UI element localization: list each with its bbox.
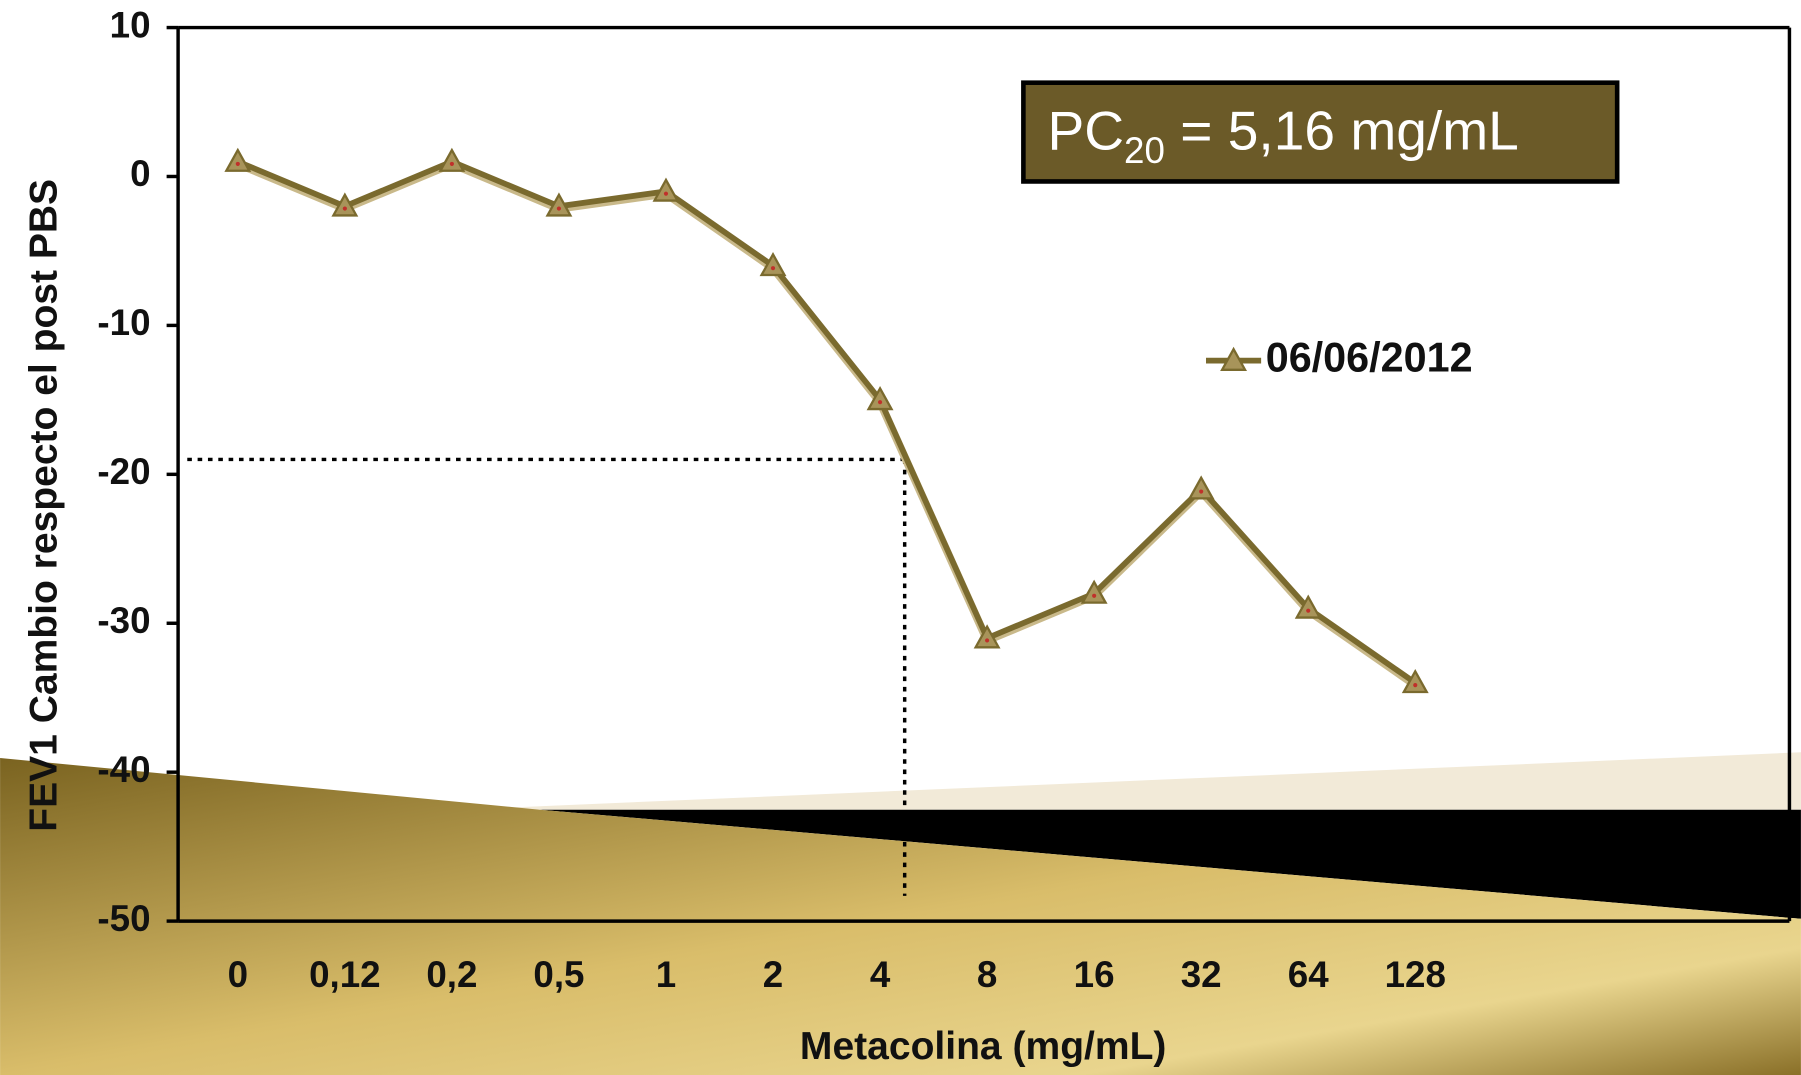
point <box>1187 475 1215 500</box>
marker-dot <box>663 191 669 196</box>
x-tick-label: 4 <box>870 954 891 995</box>
x-tick-label: 0,5 <box>533 954 584 995</box>
marker-dot <box>1092 593 1097 598</box>
marker <box>973 624 1001 649</box>
legend-marker <box>1220 346 1248 371</box>
x-tick-label: 8 <box>977 954 997 995</box>
x-axis-title: Metacolina (mg/mL) <box>800 1025 1166 1068</box>
marker <box>1187 475 1215 500</box>
y-tick-label: -10 <box>97 302 150 343</box>
y-axis-title: FEV1 Cambio respecto el post PBS <box>22 179 65 832</box>
x-tick-label: 32 <box>1181 954 1222 995</box>
y-tick-label: 0 <box>130 153 150 194</box>
gold-band <box>0 758 1801 1075</box>
point <box>1294 594 1322 619</box>
marker <box>759 251 787 277</box>
cream-strip <box>459 752 1801 810</box>
x-tick-label: 0 <box>228 954 248 995</box>
x-tick-label: 0,2 <box>426 954 477 995</box>
marker <box>331 192 359 217</box>
x-tick-label: 0,12 <box>309 954 381 995</box>
marker <box>1294 594 1322 619</box>
y-tick-label: -50 <box>97 898 150 939</box>
point <box>1080 579 1108 604</box>
point <box>759 251 787 277</box>
y-tick-label: 10 <box>110 4 151 45</box>
marker-dot <box>770 266 776 271</box>
marker-dot <box>1199 489 1204 494</box>
annotation-subscript: 20 <box>1124 129 1165 170</box>
x-tick-label: 128 <box>1385 954 1446 995</box>
marker-dot <box>556 206 562 211</box>
marker-dot <box>449 161 454 166</box>
marker-dot <box>985 638 990 643</box>
point <box>545 192 573 217</box>
point <box>438 147 466 172</box>
point <box>224 147 252 172</box>
marker-dot <box>1413 683 1418 688</box>
marker <box>652 177 680 202</box>
marker <box>224 147 252 172</box>
y-tick-label: -30 <box>97 600 150 641</box>
annotation-base: PC <box>1048 99 1125 161</box>
x-tick-label: 1 <box>656 954 676 995</box>
y-tick-label: -20 <box>97 451 150 492</box>
marker <box>545 192 573 217</box>
point <box>331 192 359 217</box>
marker <box>438 147 466 172</box>
marker-dot <box>877 400 883 405</box>
marker-dot <box>342 206 347 211</box>
y-tick-label: -40 <box>97 749 150 790</box>
x-tick-label: 64 <box>1288 954 1329 995</box>
marker <box>1401 668 1429 694</box>
marker-dot <box>1306 608 1311 613</box>
point <box>866 386 894 411</box>
marker <box>1080 579 1108 604</box>
annotation-rest: = 5,16 mg/mL <box>1165 99 1519 161</box>
legend-label: 06/06/2012 <box>1266 335 1473 381</box>
x-tick-label: 16 <box>1074 954 1115 995</box>
point <box>1401 668 1429 694</box>
marker <box>1220 346 1248 371</box>
annotation: PC20 = 5,16 mg/mL <box>1048 99 1519 171</box>
annotation-box <box>1021 80 1620 184</box>
series-line <box>236 158 1417 686</box>
series-line <box>236 159 1418 689</box>
point <box>652 177 680 202</box>
marker-dot <box>235 161 240 166</box>
x-tick-label: 2 <box>763 954 783 995</box>
marker <box>866 386 894 411</box>
point <box>973 624 1001 649</box>
